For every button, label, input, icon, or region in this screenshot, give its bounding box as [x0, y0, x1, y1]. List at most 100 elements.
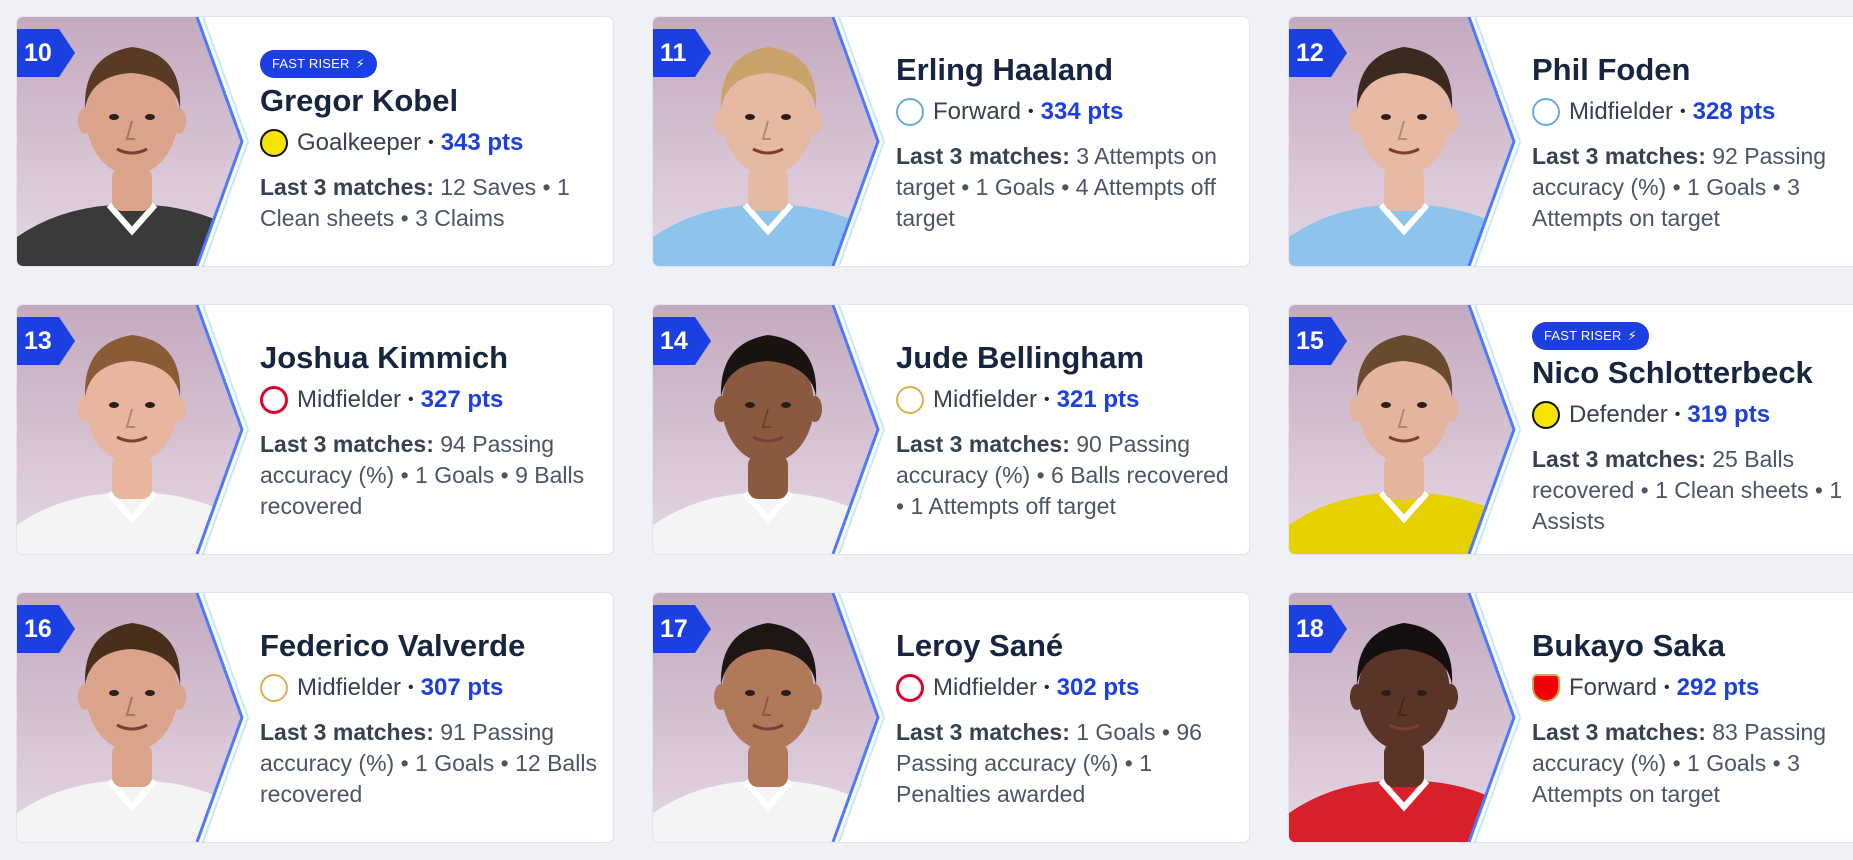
last-matches-stats: Last 3 matches: 12 Saves • 1 Clean sheet… [260, 172, 597, 234]
lightning-icon: ⚡ [1627, 328, 1637, 343]
player-position: Midfielder [1569, 97, 1674, 125]
player-name[interactable]: Nico Schlotterbeck [1532, 355, 1813, 390]
player-name[interactable]: Joshua Kimmich [260, 339, 509, 375]
player-meta: Midfielder • 302 pts [896, 669, 1233, 707]
player-name[interactable]: Gregor Kobel [260, 82, 459, 118]
player-meta: Midfielder • 327 pts [260, 381, 597, 419]
player-position: Midfielder [933, 385, 1038, 413]
bayern-crest-icon [896, 673, 924, 702]
player-name[interactable]: Bukayo Saka [1532, 627, 1725, 663]
stats-values: 91 Passing accuracy (%) • 1 Goals • 12 B… [260, 718, 597, 807]
player-grid: 10 FAST RISER ⚡ Gregor Kobel Goalkeeper … [16, 16, 1853, 843]
player-position: Defender [1569, 401, 1668, 428]
player-position: Midfielder [933, 673, 1038, 701]
stats-values: 3 Attempts on target • 1 Goals • 4 Attem… [896, 142, 1217, 231]
player-meta: Goalkeeper • 343 pts [260, 124, 597, 162]
player-card-18[interactable]: 18 Bukayo Saka Forward • 292 pts Last 3 … [1288, 592, 1853, 843]
man-city-crest-icon [1532, 97, 1560, 126]
stats-label: Last 3 matches: [896, 142, 1070, 169]
player-name[interactable]: Erling Haaland [896, 51, 1114, 87]
separator-dot: • [1680, 102, 1686, 120]
player-meta: Forward • 334 pts [896, 93, 1233, 131]
badge-label: FAST RISER [1544, 328, 1622, 343]
player-points: 328 pts [1692, 97, 1776, 125]
fast-riser-badge: FAST RISER ⚡ [1532, 322, 1649, 350]
last-matches-stats: Last 3 matches: 1 Goals • 96 Passing acc… [896, 717, 1233, 810]
rank-number: 18 [1289, 605, 1347, 653]
bayern-crest-icon [260, 385, 288, 414]
player-info: Bukayo Saka Forward • 292 pts Last 3 mat… [1532, 593, 1853, 842]
separator-dot: • [1028, 102, 1034, 120]
player-position: Midfielder [297, 385, 402, 413]
stats-values: 25 Balls recovered • 1 Clean sheets • 1 … [1532, 446, 1843, 534]
real-madrid-crest-icon [896, 385, 924, 414]
player-name[interactable]: Jude Bellingham [896, 339, 1145, 375]
player-meta: Midfielder • 328 pts [1532, 93, 1853, 131]
player-info: Leroy Sané Midfielder • 302 pts Last 3 m… [896, 593, 1233, 842]
stats-values: 1 Goals • 96 Passing accuracy (%) • 1 Pe… [896, 718, 1202, 807]
player-points: 307 pts [420, 673, 504, 701]
player-name[interactable]: Leroy Sané [896, 627, 1064, 663]
player-info: Jude Bellingham Midfielder • 321 pts Las… [896, 305, 1233, 554]
arsenal-crest-icon [1532, 673, 1560, 702]
stats-label: Last 3 matches: [1532, 446, 1706, 472]
player-position: Goalkeeper [297, 128, 422, 156]
stats-values: 83 Passing accuracy (%) • 1 Goals • 3 At… [1532, 718, 1827, 807]
separator-dot: • [1044, 390, 1050, 408]
stats-label: Last 3 matches: [1532, 718, 1706, 745]
player-meta: Midfielder • 321 pts [896, 381, 1233, 419]
player-card-17[interactable]: 17 Leroy Sané Midfielder • 302 pts Last … [652, 592, 1250, 843]
stats-values: 92 Passing accuracy (%) • 1 Goals • 3 At… [1532, 142, 1827, 231]
player-card-12[interactable]: 12 Phil Foden Midfielder • 328 pts Last … [1288, 16, 1853, 267]
separator-dot: • [408, 678, 414, 696]
player-card-13[interactable]: 13 Joshua Kimmich Midfielder • 327 pts L… [16, 304, 614, 555]
player-card-11[interactable]: 11 Erling Haaland Forward • 334 pts Last… [652, 16, 1250, 267]
stats-values: 94 Passing accuracy (%) • 1 Goals • 9 Ba… [260, 430, 585, 519]
player-position: Midfielder [297, 673, 402, 701]
bvb-crest-icon [1532, 401, 1560, 429]
player-meta: Defender • 319 pts [1532, 396, 1853, 434]
fast-riser-badge: FAST RISER ⚡ [260, 49, 377, 78]
player-card-10[interactable]: 10 FAST RISER ⚡ Gregor Kobel Goalkeeper … [16, 16, 614, 267]
player-points: 321 pts [1056, 385, 1140, 413]
separator-dot: • [1664, 678, 1670, 696]
separator-dot: • [428, 133, 434, 151]
last-matches-stats: Last 3 matches: 83 Passing accuracy (%) … [1532, 717, 1853, 810]
player-position: Forward [933, 97, 1022, 125]
player-points: 327 pts [420, 385, 504, 413]
stats-values: 12 Saves • 1 Clean sheets • 3 Claims [260, 173, 570, 231]
player-points: 343 pts [440, 128, 524, 156]
player-info: Joshua Kimmich Midfielder • 327 pts Last… [260, 305, 597, 554]
lightning-icon: ⚡ [355, 55, 365, 71]
player-name[interactable]: Federico Valverde [260, 627, 526, 663]
stats-values: 90 Passing accuracy (%) • 6 Balls recove… [896, 430, 1229, 519]
last-matches-stats: Last 3 matches: 92 Passing accuracy (%) … [1532, 141, 1853, 234]
badge-label: FAST RISER [272, 55, 350, 71]
stats-label: Last 3 matches: [896, 718, 1070, 745]
last-matches-stats: Last 3 matches: 90 Passing accuracy (%) … [896, 429, 1233, 522]
last-matches-stats: Last 3 matches: 91 Passing accuracy (%) … [260, 717, 597, 810]
stats-label: Last 3 matches: [260, 430, 434, 457]
separator-dot: • [408, 390, 414, 408]
player-points: 292 pts [1676, 673, 1760, 701]
stats-label: Last 3 matches: [896, 430, 1070, 457]
player-position: Forward [1569, 673, 1658, 701]
player-info: Phil Foden Midfielder • 328 pts Last 3 m… [1532, 17, 1853, 266]
bvb-crest-icon [260, 128, 288, 157]
player-name[interactable]: Phil Foden [1532, 51, 1691, 87]
player-card-16[interactable]: 16 Federico Valverde Midfielder • 307 pt… [16, 592, 614, 843]
player-info: Erling Haaland Forward • 334 pts Last 3 … [896, 17, 1233, 266]
stats-label: Last 3 matches: [1532, 142, 1706, 169]
player-meta: Forward • 292 pts [1532, 669, 1853, 707]
player-points: 334 pts [1040, 97, 1124, 125]
player-meta: Midfielder • 307 pts [260, 669, 597, 707]
player-card-14[interactable]: 14 Jude Bellingham Midfielder • 321 pts … [652, 304, 1250, 555]
player-points: 319 pts [1687, 401, 1771, 428]
separator-dot: • [1044, 678, 1050, 696]
real-madrid-crest-icon [260, 673, 288, 702]
man-city-crest-icon [896, 97, 924, 126]
player-info: FAST RISER ⚡ Gregor Kobel Goalkeeper • 3… [260, 17, 597, 266]
last-matches-stats: Last 3 matches: 94 Passing accuracy (%) … [260, 429, 597, 522]
player-card-15[interactable]: 15 FAST RISER ⚡ Nico Schlotterbeck Defen… [1288, 304, 1853, 555]
player-info: FAST RISER ⚡ Nico Schlotterbeck Defender… [1532, 305, 1853, 554]
